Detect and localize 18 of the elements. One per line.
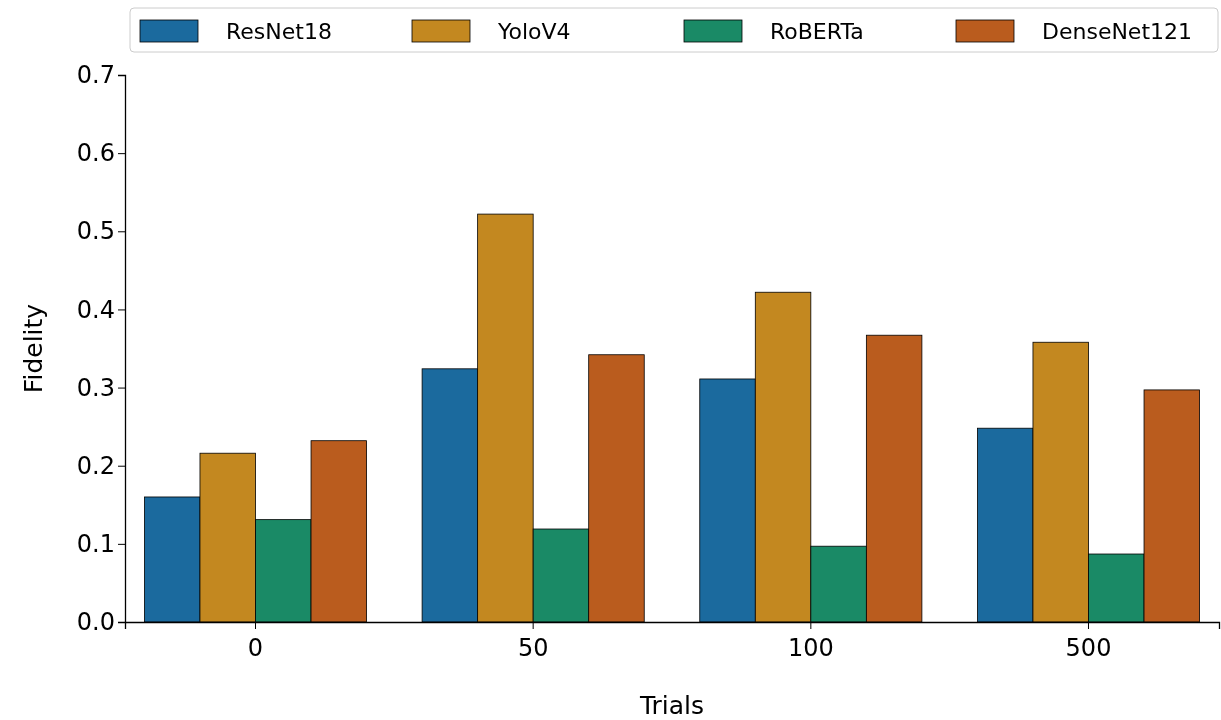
y-tick-label: 0.2 (76, 451, 115, 480)
x-tick-label: 0 (247, 634, 264, 662)
x-tick-label: 100 (787, 634, 834, 662)
y-tick-label: 0.7 (76, 61, 115, 90)
legend-label: YoloV4 (497, 19, 571, 44)
legend-label: RoBERTa (770, 19, 864, 44)
y-tick-label: 0.4 (76, 295, 115, 324)
y-tick-label: 0.0 (76, 608, 115, 637)
y-tick-label: 0.3 (76, 373, 115, 402)
y-tick-label: 0.1 (76, 530, 115, 559)
y-tick-label: 0.6 (76, 139, 115, 168)
x-tick-label: 500 (1065, 634, 1112, 662)
legend-label: DenseNet121 (1042, 19, 1193, 44)
x-tick-label: 50 (517, 634, 549, 662)
legend-label: ResNet18 (226, 19, 332, 44)
x-axis-title: Trials (638, 691, 705, 720)
y-axis-title: Fidelity (19, 303, 48, 394)
y-tick-label: 0.5 (76, 217, 115, 246)
